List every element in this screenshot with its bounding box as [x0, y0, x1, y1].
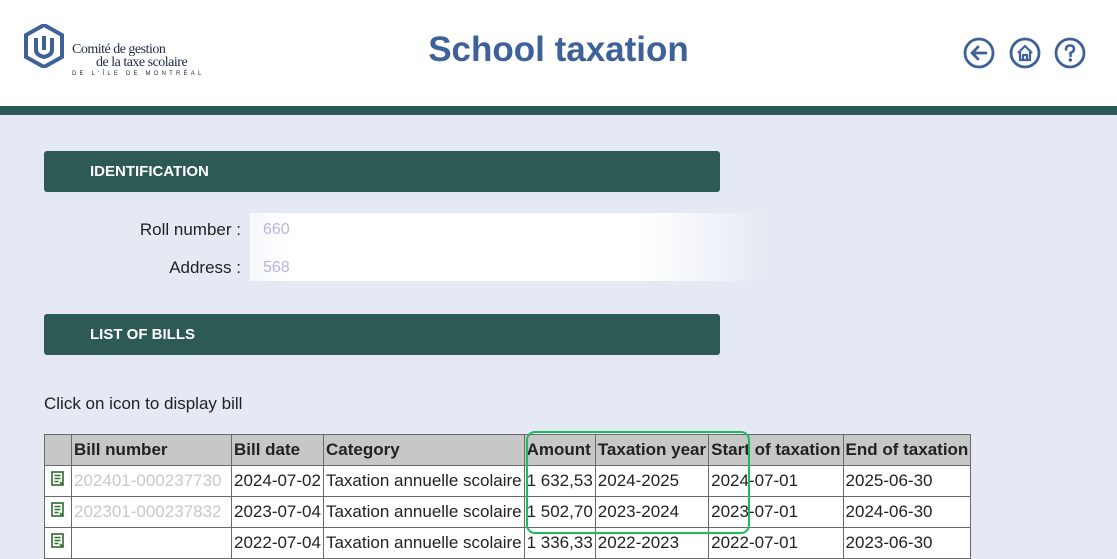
column-header-start-of-taxation: Start of taxation: [708, 434, 844, 466]
column-header-bill-number: Bill number: [71, 434, 232, 466]
category-cell: Taxation annuelle scolaire: [322, 496, 525, 528]
view-bill-icon[interactable]: [51, 533, 65, 549]
amount-cell: 1 502,70: [523, 496, 596, 528]
taxation-year-cell: 2024-2025: [594, 465, 710, 497]
list-of-bills-section-header: LIST OF BILLS: [44, 314, 720, 355]
end-of-taxation-cell: 2023-06-30: [842, 527, 972, 559]
start-of-taxation-cell: 2023-07-01: [708, 496, 844, 528]
header-divider: [0, 106, 1117, 115]
column-header-bill-date: Bill date: [231, 434, 324, 466]
bill-hint-text: Click on icon to display bill: [44, 394, 243, 413]
help-icon[interactable]: [1054, 37, 1086, 69]
back-arrow-icon[interactable]: [963, 37, 995, 69]
view-bill-icon[interactable]: [51, 502, 65, 518]
roll-number-label: Roll number :: [139, 220, 241, 239]
header-nav: [963, 37, 1093, 69]
address-value: 568: [263, 259, 290, 276]
column-header-amount: Amount: [523, 434, 596, 466]
table-header-row: Bill number Bill date Category Amount Ta…: [44, 434, 972, 466]
roll-number-value: 660: [263, 221, 290, 238]
bill-icon-cell: [44, 465, 72, 497]
end-of-taxation-cell: 2024-06-30: [842, 496, 972, 528]
column-header-end-of-taxation: End of taxation: [842, 434, 972, 466]
column-header-taxation-year: Taxation year: [594, 434, 710, 466]
taxation-year-cell: 2022-2023: [594, 527, 710, 559]
start-of-taxation-cell: 2024-07-01: [708, 465, 844, 497]
amount-cell: 1 336,33: [523, 527, 596, 559]
page-header: Comité de gestion de la taxe scolaire DE…: [0, 0, 1117, 106]
bill-number-cell: [71, 527, 232, 559]
table-row: 2022-07-04 Taxation annuelle scolaire 1 …: [44, 527, 972, 559]
bill-date-cell: 2024-07-02: [231, 465, 324, 497]
amount-cell: 1 632,53: [523, 465, 596, 497]
bill-date-cell: 2023-07-04: [231, 496, 324, 528]
address-label: Address :: [169, 258, 241, 277]
logo-line-2: de la taxe scolaire: [96, 55, 188, 70]
icon-column-header: [44, 434, 72, 466]
category-cell: Taxation annuelle scolaire: [322, 465, 525, 497]
end-of-taxation-cell: 2025-06-30: [842, 465, 972, 497]
bill-date-cell: 2022-07-04: [231, 527, 324, 559]
logo-mark-icon: [24, 24, 64, 68]
logo-line-3: DE L'ÎLE DE MONTRÉAL: [72, 71, 205, 77]
taxation-year-cell: 2023-2024: [594, 496, 710, 528]
identification-values-panel: [250, 213, 770, 281]
bill-number-cell: 202401-000237730: [71, 465, 232, 497]
bills-table: Bill number Bill date Category Amount Ta…: [44, 434, 972, 559]
logo: Comité de gestion de la taxe scolaire DE…: [24, 24, 244, 84]
identification-section-header: IDENTIFICATION: [44, 151, 720, 192]
table-row: 202401-000237730 2024-07-02 Taxation ann…: [44, 465, 972, 497]
bill-icon-cell: [44, 496, 72, 528]
category-cell: Taxation annuelle scolaire: [322, 527, 525, 559]
logo-line-1: Comité de gestion: [72, 42, 166, 57]
start-of-taxation-cell: 2022-07-01: [708, 527, 844, 559]
table-row: 202301-000237832 2023-07-04 Taxation ann…: [44, 496, 972, 528]
view-bill-icon[interactable]: [51, 471, 65, 487]
column-header-category: Category: [322, 434, 525, 466]
home-icon[interactable]: [1009, 37, 1041, 69]
page-title: School taxation: [428, 30, 689, 69]
bill-icon-cell: [44, 527, 72, 559]
bill-number-cell: 202301-000237832: [71, 496, 232, 528]
